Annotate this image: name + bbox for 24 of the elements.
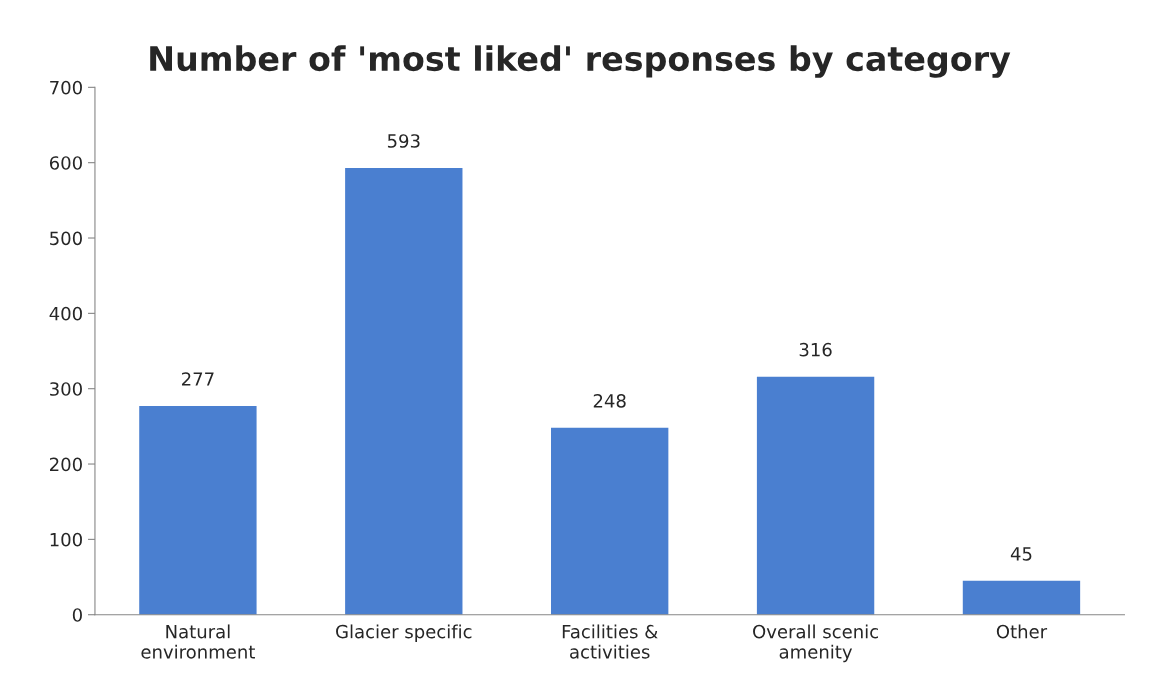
- bar: [551, 427, 669, 615]
- bar: [756, 376, 875, 615]
- bar: [345, 167, 463, 615]
- y-tick-label: 600: [49, 156, 82, 170]
- x-tick-label: Overall scenic amenity: [753, 624, 879, 663]
- data-label: 316: [799, 342, 832, 357]
- y-tick-label: 200: [50, 457, 82, 472]
- y-tick-label: 500: [50, 231, 82, 246]
- bar: [139, 406, 257, 615]
- data-label: 45: [1010, 547, 1032, 561]
- bar: [962, 580, 1081, 615]
- chart-title: Number of 'most liked' responses by category: [150, 45, 1011, 78]
- x-tick-label: Other: [996, 624, 1048, 639]
- y-tick-label: 100: [50, 532, 82, 547]
- y-tick-label: 700: [50, 80, 82, 95]
- y-tick-label: 300: [50, 382, 82, 396]
- data-label: 593: [387, 134, 420, 148]
- data-label: 277: [181, 372, 214, 386]
- x-tick-label: Facilities & activities: [562, 624, 658, 659]
- y-tick-label: 0: [72, 608, 82, 622]
- y-tick-label: 400: [49, 306, 82, 321]
- x-tick-label: Natural environment: [141, 624, 255, 659]
- x-tick-label: Glacier specific: [336, 624, 472, 642]
- data-label: 248: [593, 394, 626, 408]
